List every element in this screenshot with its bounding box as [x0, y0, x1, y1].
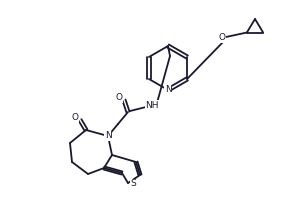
- Text: N: N: [165, 86, 171, 95]
- Text: O: O: [116, 94, 122, 102]
- Text: O: O: [71, 114, 79, 122]
- Text: NH: NH: [145, 100, 159, 110]
- Text: S: S: [130, 180, 136, 188]
- Text: O: O: [218, 33, 226, 43]
- Text: N: N: [105, 132, 111, 140]
